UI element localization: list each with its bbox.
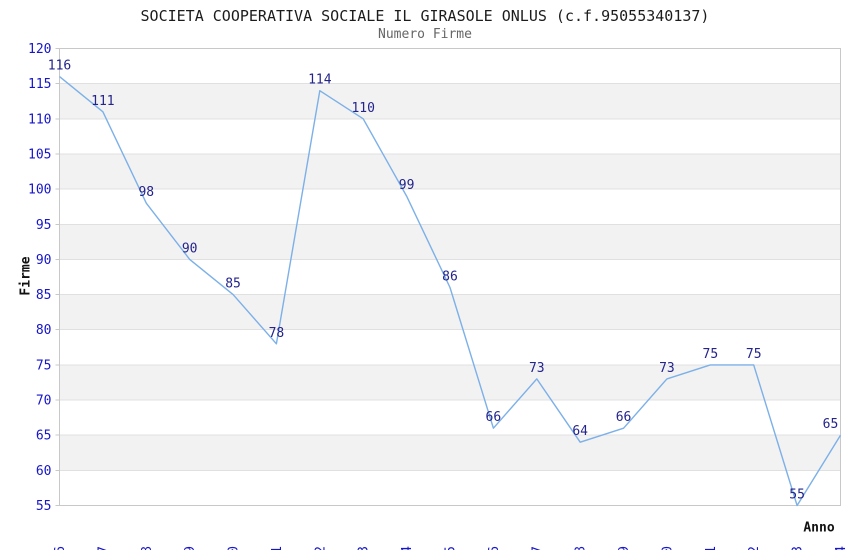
plot-band [59,435,841,471]
data-point-label: 55 [789,488,805,503]
data-point-label: 110 [351,101,374,116]
data-point-label: 64 [572,424,588,439]
plot-band [59,224,841,260]
data-point-label: 86 [442,270,458,285]
plot-band [59,118,841,154]
data-point-label: 111 [91,94,114,109]
data-point-label: 75 [703,347,719,362]
plot-band [59,470,841,506]
x-tick-label: 2017 [530,546,545,550]
x-tick-label: 2006 [53,546,68,550]
y-tick-label: 60 [36,464,52,479]
data-point-label: 114 [308,73,332,88]
data-point-label: 99 [399,178,415,193]
data-point-label: 65 [823,417,839,432]
y-tick-label: 105 [28,147,51,162]
x-tick-label: 2014 [400,546,415,550]
y-tick-label: 55 [36,499,52,514]
x-tick-label: 2024 [834,546,849,550]
plot-band [59,364,841,401]
x-tick-label: 2020 [660,546,675,550]
x-tick-label: 2018 [574,546,589,550]
plot-band [59,329,841,365]
data-point-label: 116 [48,59,71,74]
data-point-label: 98 [138,185,154,200]
data-point-label: 85 [225,277,241,292]
plot-border [59,48,841,506]
y-tick-label: 100 [28,183,51,198]
x-tick-label: 2007 [96,546,111,550]
x-tick-label: 2016 [487,546,502,550]
x-tick-label: 2013 [357,546,372,550]
x-tick-label: 2008 [140,546,155,550]
data-point-label: 90 [182,241,198,256]
data-point-label: 66 [486,410,502,425]
data-point-label: 73 [529,361,545,376]
plot-band [59,83,841,119]
data-line [59,76,842,507]
y-tick-label: 95 [36,218,52,233]
x-tick-label: 2019 [617,546,632,550]
y-tick-label: 120 [28,42,51,57]
y-tick-label: 85 [36,288,52,303]
plot-band [59,48,841,84]
plot-band [59,400,841,436]
x-tick-label: 2009 [183,546,198,550]
y-tick-label: 75 [36,358,52,373]
x-tick-label: 2012 [313,546,328,550]
x-tick-label: 2023 [791,546,806,550]
x-axis-title: Anno [803,520,835,536]
data-point-label: 66 [616,410,632,425]
y-tick-label: 70 [36,394,52,409]
y-tick-label: 65 [36,429,52,444]
data-point-label: 75 [746,347,762,362]
plot-band [59,294,841,330]
data-point-label: 78 [269,326,285,341]
x-tick-label: 2021 [704,546,719,550]
y-tick-label: 115 [28,77,51,92]
y-tick-label: 110 [28,112,51,127]
y-tick-label: 90 [36,253,52,268]
data-point-label: 73 [659,361,675,376]
chart-subtitle: Numero Firme [378,27,472,42]
x-tick-label: 2010 [227,546,242,550]
x-tick-label: 2022 [747,546,762,550]
plot-band [59,189,841,225]
chart-title: SOCIETA COOPERATIVA SOCIALE IL GIRASOLE … [140,7,710,25]
plot-band [59,153,841,190]
y-tick-label: 80 [36,323,52,338]
x-tick-label: 2015 [444,546,459,550]
